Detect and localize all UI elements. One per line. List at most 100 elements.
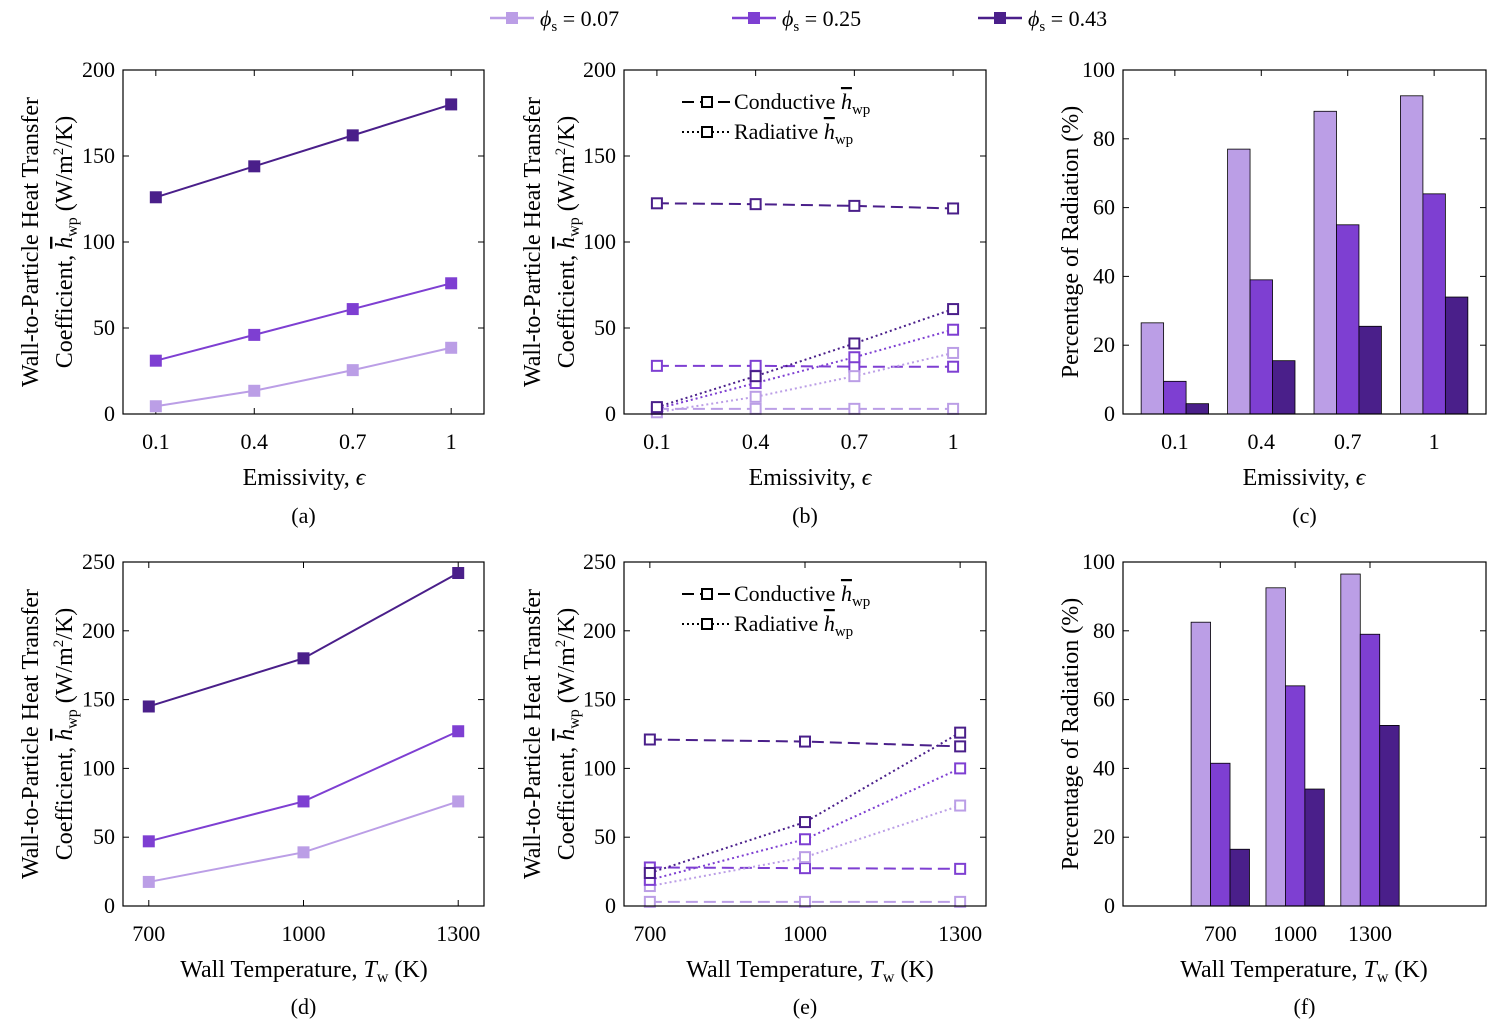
data-point (142, 835, 155, 848)
mode-legend-radiative: Radiative hwp (682, 119, 853, 148)
series-radiative (643, 726, 967, 879)
series-line (649, 804, 961, 888)
series-total (142, 725, 465, 848)
series-radiative (643, 799, 967, 893)
series-line (155, 346, 452, 408)
bar (1285, 685, 1306, 907)
y-tick-label: 0 (1104, 893, 1115, 918)
panel-caption: (e) (793, 994, 817, 1019)
y-tick-label: 50 (93, 824, 115, 849)
bar (1304, 788, 1325, 907)
x-tick-label: 0.7 (841, 429, 869, 454)
data-point (346, 364, 359, 377)
series-total (149, 341, 458, 413)
y-tick-label: 150 (82, 143, 115, 168)
series-total (142, 795, 465, 888)
y-tick-label: 100 (1082, 549, 1115, 574)
y-tick-label: 50 (93, 315, 115, 340)
bar-series (1190, 573, 1361, 907)
bar (1336, 224, 1360, 415)
bar-series (1185, 296, 1469, 415)
mode-legend-marker (701, 96, 713, 108)
y-tick-label: 100 (82, 229, 115, 254)
xlabel-c: Emissivity, ϵ (1243, 465, 1367, 491)
ylabel-radiation-f: Percentage of Radiation (%) (1058, 598, 1084, 871)
x-tick-label: 1000 (282, 921, 326, 946)
series-radiative (650, 346, 960, 419)
y-tick-label: 60 (1093, 195, 1115, 220)
y-tick-label: 200 (583, 57, 616, 82)
bar (1185, 403, 1209, 415)
panel-f: 0 20 40 60 80 100 700 1000 1300 (f) (1082, 549, 1487, 1019)
panel-c: 0 20 40 60 80 100 0.1 0.4 0.7 1 (c) (1082, 57, 1487, 528)
legend-entry: ϕs = 0.07 (490, 6, 619, 35)
data-point (346, 303, 359, 316)
ylabel-line1: Wall-to-Particle Heat Transfer (520, 589, 546, 879)
y-tick-label: 150 (583, 687, 616, 712)
y-tick-label: 0 (104, 401, 115, 426)
bar-series (1229, 725, 1400, 907)
ylabel-line1: Wall-to-Particle Heat Transfer (18, 97, 44, 387)
y-tick-label: 60 (1093, 687, 1115, 712)
data-point (947, 303, 960, 316)
panel-caption: (b) (792, 503, 818, 528)
series-conductive (643, 895, 967, 908)
bar (1422, 193, 1446, 415)
y-tick-label: 250 (583, 549, 616, 574)
y-tick-label: 150 (82, 687, 115, 712)
y-tick-label: 40 (1093, 263, 1115, 288)
data-point (749, 390, 762, 403)
bar (1249, 279, 1273, 415)
axes-frame (122, 69, 485, 415)
data-point (650, 401, 663, 414)
bar (1163, 380, 1187, 415)
legend-label: ϕs = 0.07 (540, 6, 619, 35)
x-tick-label: 0.4 (241, 429, 269, 454)
y-tick-label: 200 (82, 57, 115, 82)
mode-legend-label: Radiative hwp (734, 119, 853, 148)
y-tick-label: 100 (1082, 57, 1115, 82)
mode-legend-conductive: Conductive hwp (682, 581, 870, 610)
y-tick-label: 50 (594, 824, 616, 849)
data-point (848, 337, 861, 350)
x-tick-label: 1 (446, 429, 457, 454)
mode-legend-label: Conductive hwp (734, 581, 870, 610)
axes-frame (1122, 561, 1487, 907)
mode-legend-label: Radiative hwp (734, 611, 853, 640)
data-point (248, 160, 261, 173)
data-point (749, 198, 762, 211)
y-tick-label: 100 (583, 229, 616, 254)
y-tick-label: 0 (605, 401, 616, 426)
data-point (452, 725, 465, 738)
data-point (954, 799, 967, 812)
data-point (947, 202, 960, 215)
bar (1265, 587, 1286, 907)
xlabel-f: Wall Temperature, Tw (K) (1180, 957, 1427, 986)
data-point (248, 328, 261, 341)
panel-b: 0 50 100 150 200 0.1 0.4 0.7 1 Conductive hwpRadi… (583, 57, 987, 528)
data-point (954, 862, 967, 875)
series-line (148, 800, 459, 883)
series-line (155, 282, 452, 362)
axes-frame (623, 561, 987, 907)
mode-legend-conductive: Conductive hwp (682, 89, 870, 118)
y-tick-label: 0 (1104, 401, 1115, 426)
data-point (749, 402, 762, 415)
y-tick-label: 20 (1093, 824, 1115, 849)
data-point (848, 370, 861, 383)
bar (1190, 621, 1211, 907)
legend-entry: ϕs = 0.43 (978, 6, 1107, 35)
bar (1227, 148, 1251, 415)
data-point (799, 851, 811, 864)
series-line (148, 730, 459, 843)
data-point (954, 895, 967, 908)
series-total (142, 567, 465, 713)
y-tick-label: 0 (104, 893, 115, 918)
data-point (650, 359, 663, 372)
x-tick-label: 0.4 (1248, 429, 1276, 454)
ylabel-radiation-c: Percentage of Radiation (%) (1058, 106, 1084, 379)
axes-frame (1122, 69, 1487, 415)
